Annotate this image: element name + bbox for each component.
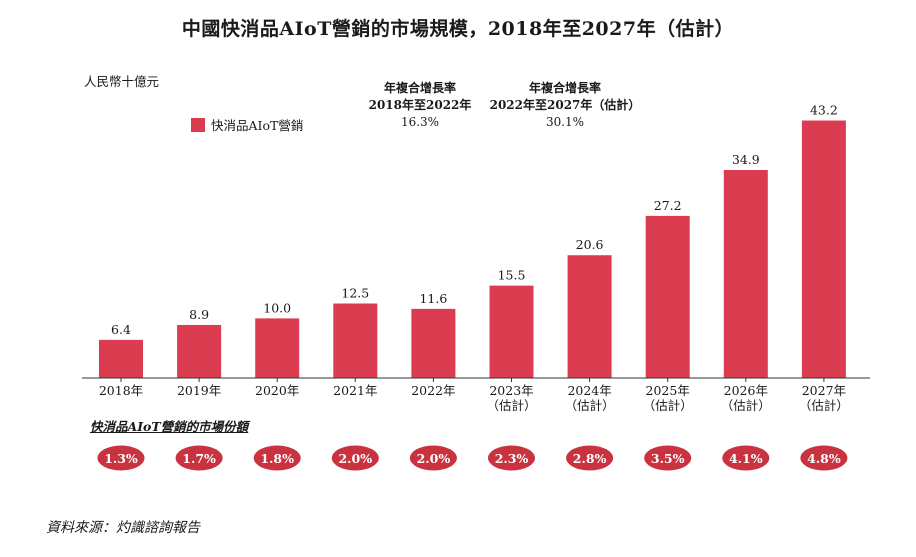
market-share-badge: [409, 445, 457, 471]
cagr-value-2: 30.1%: [545, 115, 585, 129]
cagr-value-1: 16.3%: [400, 115, 440, 129]
x-tick-label: （估計）: [486, 398, 536, 413]
bar: [411, 308, 456, 378]
cagr-block-1: 年複合增長率 2018年至2022年 16.3%: [335, 80, 505, 131]
market-share-value: 2.8%: [573, 451, 607, 466]
bar: [99, 339, 143, 378]
x-tick-label: 2021年: [333, 383, 377, 398]
market-share-value: 2.0%: [417, 451, 451, 466]
cagr-period-1: 2018年至2022年: [368, 98, 472, 112]
legend: 快消品AIoT營銷: [191, 115, 303, 134]
cagr-label-1: 年複合增長率: [383, 81, 456, 95]
market-share-value: 4.1%: [729, 451, 763, 466]
x-tick-label: 2027年: [802, 383, 846, 398]
market-share-title: 快消品AIoT營銷的市場份額: [90, 419, 249, 434]
market-share-value: 3.5%: [651, 451, 685, 466]
data-label: 12.5: [341, 286, 369, 301]
data-label: 8.9: [189, 307, 209, 322]
data-label: 34.9: [732, 152, 760, 167]
bar: [645, 215, 690, 378]
data-label: 27.2: [654, 198, 682, 213]
source-note: 資料來源：灼識諮詢報告: [46, 520, 200, 536]
market-share-value: 1.8%: [260, 451, 294, 466]
market-share-badge: [800, 445, 848, 471]
x-tick-label: 2025年: [646, 383, 690, 398]
data-label: 10.0: [263, 300, 291, 315]
cagr-label-2: 年複合增長率: [528, 81, 601, 95]
data-label: 6.4: [111, 322, 131, 337]
x-tick-label: 2024年: [567, 383, 611, 398]
data-label: 11.6: [419, 291, 447, 306]
market-share-badge: [566, 445, 614, 471]
market-share-badge: [331, 445, 379, 471]
chart-title: 中國快消品AIoT營銷的市場規模，2018年至2027年（估計）: [181, 18, 735, 40]
bar: [333, 303, 378, 378]
market-share-badge: [644, 445, 692, 471]
market-share-badge: [488, 445, 535, 471]
cagr-period-2: 2022年至2027年（估計）: [489, 98, 641, 112]
legend-label: 快消品AIoT營銷: [211, 118, 304, 133]
data-label: 43.2: [810, 103, 838, 118]
bar: [801, 120, 846, 378]
bar: [255, 318, 300, 378]
market-share-badge: [97, 445, 145, 471]
bar: [489, 285, 534, 378]
market-share-value: 1.3%: [104, 451, 138, 466]
market-share-badge: [253, 445, 301, 471]
bar: [177, 324, 222, 378]
market-share-value: 2.0%: [338, 451, 372, 466]
x-tick-label: 2018年: [99, 383, 143, 398]
market-share-badge: [722, 445, 770, 471]
x-tick-label: （估計）: [721, 398, 771, 413]
x-tick-label: （估計）: [643, 398, 693, 413]
x-tick-label: 2019年: [177, 383, 221, 398]
x-tick-label: 2022年: [411, 383, 455, 398]
x-tick-label: 2026年: [724, 383, 768, 398]
bar: [723, 169, 768, 378]
market-share-value: 4.8%: [807, 451, 841, 466]
x-tick-label: （估計）: [799, 398, 849, 413]
data-label: 15.5: [498, 268, 526, 283]
market-share-value: 2.3%: [495, 451, 529, 466]
x-tick-label: （估計）: [565, 398, 615, 413]
market-share-value: 1.7%: [182, 451, 216, 466]
y-axis-unit-label: 人民幣十億元: [84, 74, 160, 89]
x-tick-label: 2020年: [255, 383, 299, 398]
x-tick-label: 2023年: [489, 383, 533, 398]
legend-swatch: [191, 117, 205, 132]
market-share-badge: [175, 445, 223, 471]
cagr-block-2: 年複合增長率 2022年至2027年（估計） 30.1%: [480, 80, 650, 131]
bar: [567, 255, 612, 378]
data-label: 20.6: [576, 237, 604, 252]
